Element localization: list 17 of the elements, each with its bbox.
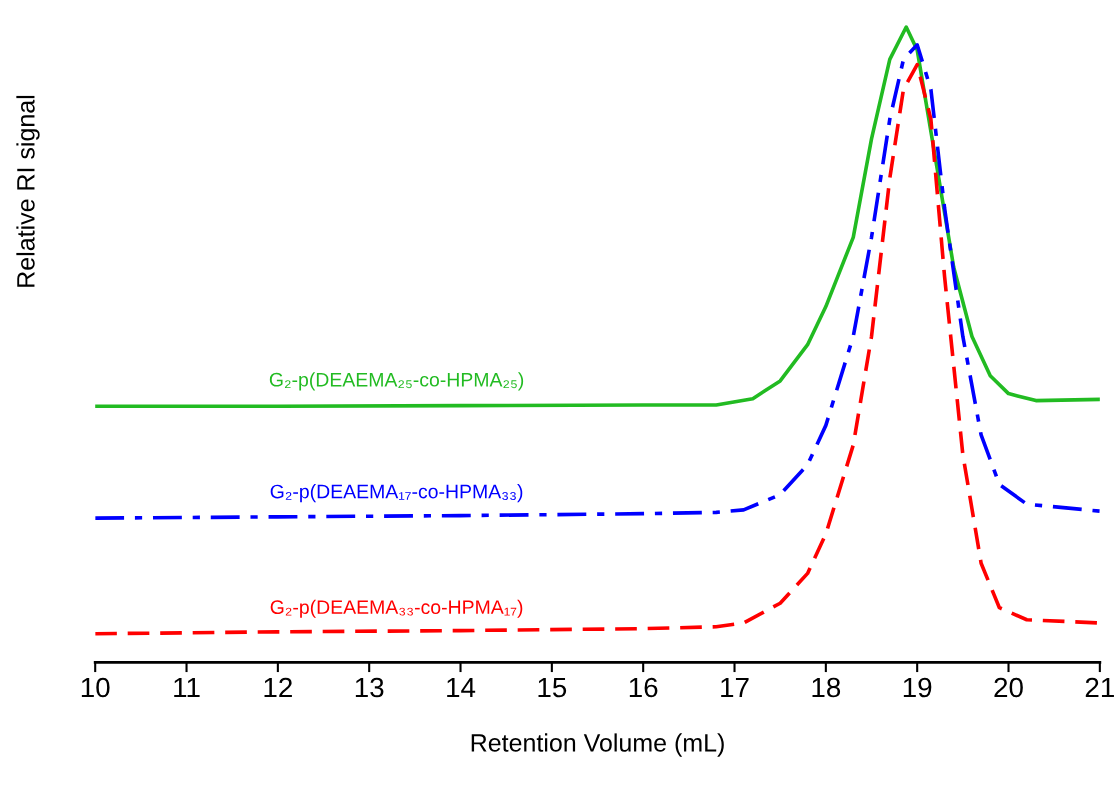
series-label: G₂-p(DEAEMA₃₃-co-HPMA₁₇)	[270, 599, 523, 618]
x-tick-label: 14	[447, 677, 476, 698]
x-tick-label: 13	[355, 677, 384, 698]
y-axis-title: Relative RI signal	[16, 95, 40, 287]
x-tick-label: 12	[264, 677, 292, 698]
x-tick-label: 20	[994, 677, 1023, 698]
x-tick-label: 15	[538, 677, 567, 698]
x-tick-label: 18	[812, 677, 841, 698]
x-tick-label: 11	[174, 677, 200, 698]
series-label: G₂-p(DEAEMA₁₇-co-HPMA₃₃)	[270, 484, 523, 503]
x-tick-label: 17	[721, 677, 749, 698]
x-axis-title: Retention Volume (mL)	[471, 733, 724, 757]
x-tick-label: 10	[81, 677, 110, 698]
series-label: G₂-p(DEAEMA₂₅-co-HPMA₂₅)	[269, 372, 524, 391]
x-tick-label: 16	[629, 677, 658, 698]
x-tick-label: 19	[903, 677, 932, 698]
x-tick-label: 21	[1085, 677, 1114, 698]
